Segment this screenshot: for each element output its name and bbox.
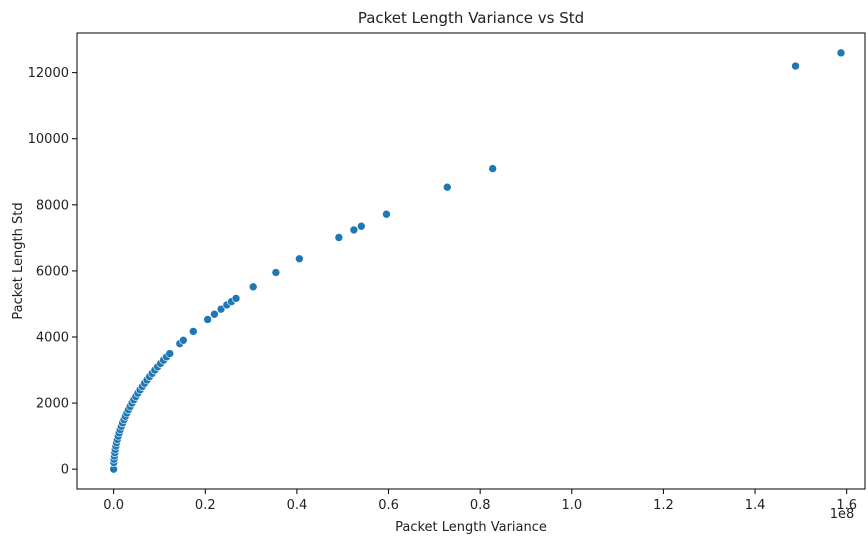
data-point [231,294,241,303]
x-tick-label: 1.0 [561,498,582,513]
data-point [210,309,219,319]
y-tick-label: 12000 [28,66,69,81]
data-point [188,327,198,336]
data-point [271,268,281,277]
x-tick-label: 0.6 [378,498,399,513]
x-axis-ticks: 0.0 0.2 0.4 0.6 0.8 1.0 1.2 1.4 1.6 [103,489,857,513]
data-point [357,221,366,231]
y-tick-label: 2000 [36,397,69,412]
data-point [334,233,344,242]
y-tick-label: 4000 [36,331,69,346]
data-point [203,315,212,324]
y-tick-label: 0 [61,463,69,478]
x-tick-label: 1.2 [653,498,674,513]
x-tick-label: 0.4 [287,498,308,513]
x-tick-label: 1.4 [745,498,766,513]
data-point [382,209,391,219]
data-point [165,349,175,358]
data-point [248,282,258,292]
data-point [791,61,800,71]
plot-area [109,48,846,474]
axes-frame [76,32,866,490]
x-tick-label: 0.8 [470,498,491,513]
data-point [179,336,188,345]
data-point [488,164,497,173]
data-point [295,254,304,264]
x-axis-offset-text: 1e8 [830,507,855,522]
y-tick-label: 10000 [28,132,69,147]
data-point [216,304,226,314]
data-point [442,182,452,192]
chart-title: Packet Length Variance vs Std [358,9,584,27]
x-tick-label: 1.6 [836,498,857,513]
x-tick-label: 0.0 [103,498,124,513]
x-axis-label: Packet Length Variance [395,520,547,535]
y-tick-label: 8000 [36,198,69,213]
y-axis-ticks: 0 2000 4000 6000 8000 10000 12000 [28,66,77,478]
y-axis-label: Packet Length Std [11,202,26,319]
data-point [349,225,359,235]
data-point [836,48,846,58]
x-tick-label: 0.2 [195,498,216,513]
y-tick-label: 6000 [36,264,69,279]
